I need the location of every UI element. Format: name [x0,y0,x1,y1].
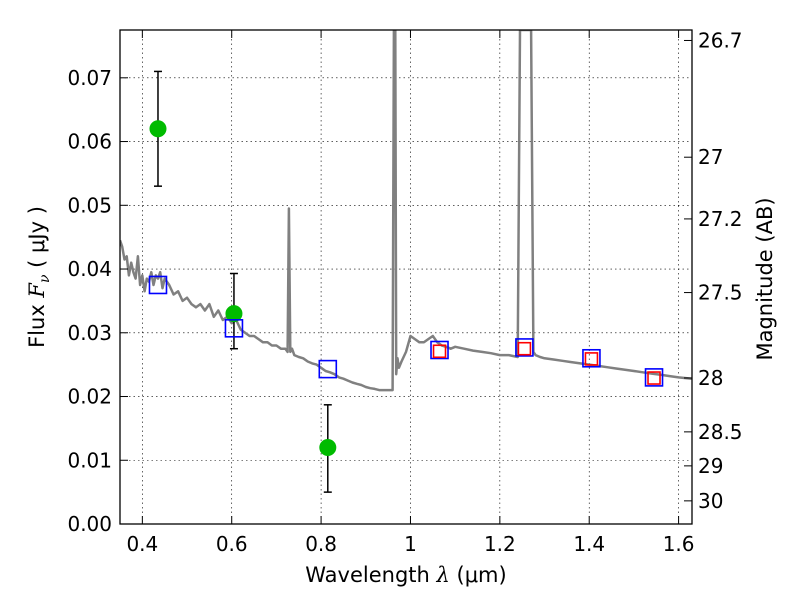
y2-tick-label: 27.5 [698,281,743,305]
y-tick-label: 0.06 [67,130,112,154]
y-tick-label: 0.07 [67,66,112,90]
y-tick-label: 0.01 [67,448,112,472]
model-band-square-small [647,371,661,385]
model-band-square-small [517,341,532,356]
plot-frame [119,29,693,525]
tick-labels: 0.4 0.6 0.8 1 1.2 1.4 1.6 0.00 0.01 0.02 0.03 0.04 0… [67,28,742,556]
y2-tick-label: 28.5 [698,420,743,444]
plot-area [120,30,692,493]
model-band-square [582,348,601,368]
model-band-square-small [432,344,447,359]
grid [120,30,692,525]
model-band-square [148,275,168,295]
x-tick-label: 1 [404,532,417,556]
y-axis-title: Flux Fν ( μJy ) [25,206,53,348]
x-tick-label: 1.4 [573,532,605,556]
y2-axis-title: Magnitude (AB) [753,197,777,360]
y2-tick-label: 27.2 [698,207,743,231]
y-tick-label: 0.04 [67,257,112,281]
observed-point [149,120,167,138]
model-band-square [430,340,449,360]
model-band-square-small [584,352,599,366]
model-band-square [224,319,244,338]
model-spectrum-line [120,30,692,392]
x-tick-label: 0.6 [216,532,248,556]
y2-tick-label: 27 [698,145,723,169]
y2-tick-label: 30 [698,489,723,513]
observed-point [319,439,337,457]
y-tick-label: 0.00 [67,512,112,536]
y2-tick-label: 26.7 [698,28,743,52]
x-axis-title: Wavelength λ (μm) [305,563,506,587]
model-band-square [318,359,338,379]
x-tick-label: 1.6 [663,532,695,556]
y2-tick-label: 28 [698,366,723,390]
y-tick-label: 0.03 [67,321,112,345]
y-tick-label: 0.05 [67,193,112,217]
model-band-square [515,338,534,357]
ticks [120,30,692,525]
y2-tick-label: 29 [698,454,723,478]
model-band-square [644,368,664,387]
x-tick-label: 0.4 [126,532,158,556]
x-tick-label: 0.8 [305,532,337,556]
observed-point [225,305,243,323]
y-tick-label: 0.02 [67,385,112,409]
x-tick-label: 1.2 [484,532,516,556]
